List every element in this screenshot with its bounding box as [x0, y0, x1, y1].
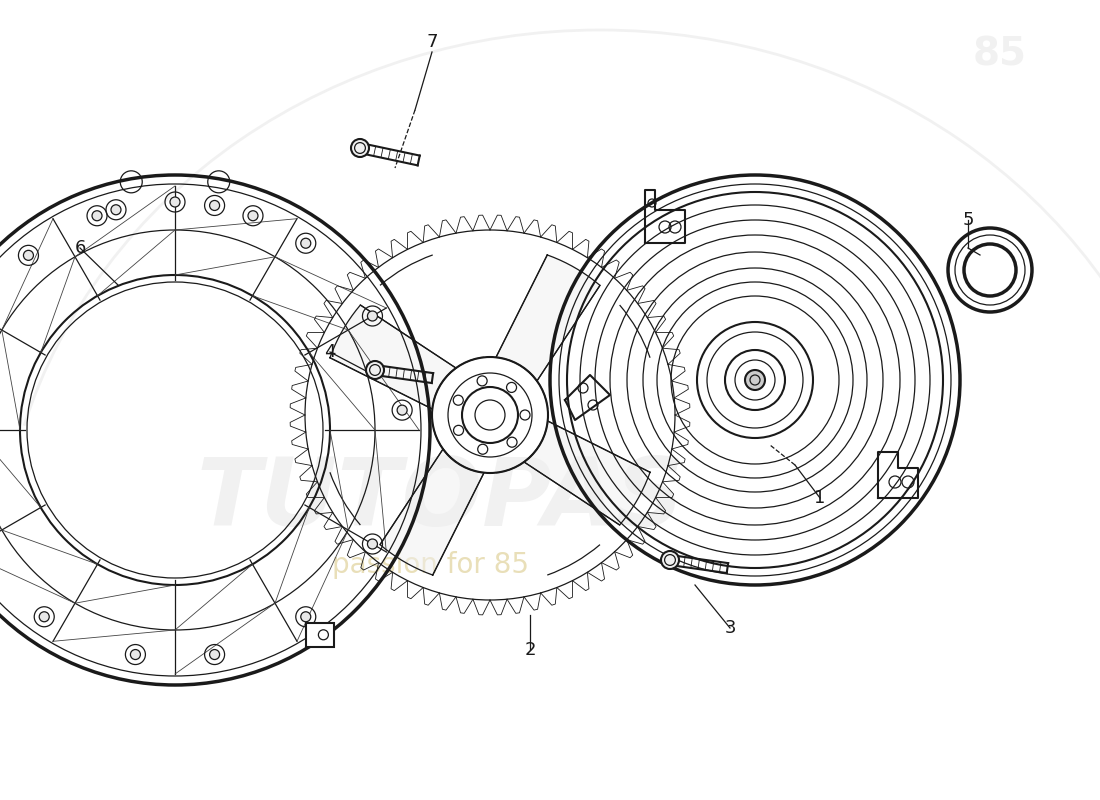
Polygon shape — [524, 421, 650, 525]
Circle shape — [210, 201, 220, 210]
Circle shape — [351, 139, 369, 157]
Circle shape — [367, 311, 377, 321]
Text: 7: 7 — [427, 33, 438, 51]
Circle shape — [367, 539, 377, 549]
Circle shape — [23, 250, 33, 260]
Circle shape — [92, 210, 102, 221]
Text: 2: 2 — [525, 641, 536, 659]
Circle shape — [397, 405, 407, 415]
Text: 3: 3 — [724, 619, 736, 637]
Circle shape — [111, 205, 121, 214]
Text: 1: 1 — [814, 489, 826, 507]
Text: 85: 85 — [974, 36, 1027, 74]
Polygon shape — [496, 255, 600, 381]
Circle shape — [661, 551, 679, 569]
Circle shape — [745, 370, 764, 390]
Circle shape — [170, 197, 180, 207]
Circle shape — [300, 238, 311, 248]
Polygon shape — [330, 305, 456, 409]
Text: 4: 4 — [324, 343, 336, 361]
Circle shape — [300, 612, 311, 622]
Circle shape — [40, 612, 49, 622]
Text: 5: 5 — [962, 211, 974, 229]
Text: passion for 85: passion for 85 — [331, 551, 528, 579]
Circle shape — [131, 650, 141, 659]
Polygon shape — [379, 449, 484, 575]
Circle shape — [248, 210, 258, 221]
Text: TUTOPAS: TUTOPAS — [196, 454, 684, 546]
Circle shape — [366, 361, 384, 379]
Bar — [307, 622, 334, 646]
Text: 6: 6 — [75, 239, 86, 257]
Circle shape — [210, 650, 220, 659]
